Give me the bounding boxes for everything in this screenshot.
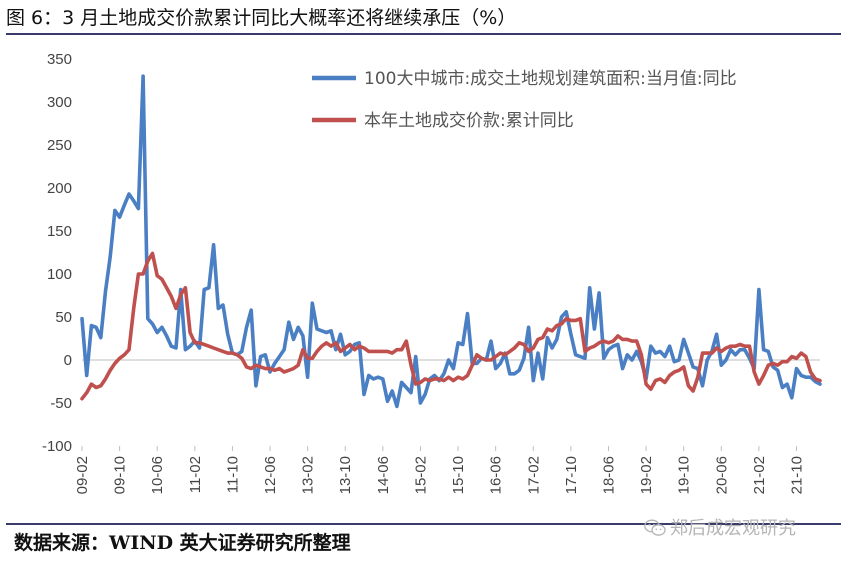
x-tick-label: 21-02 [751, 456, 768, 494]
bottom-divider [6, 523, 841, 525]
y-tick-label: 100 [47, 266, 72, 283]
line-chart: -100 -50 0 50 100 150 200 250 300 350 09-02 09-10 10… [42, 51, 822, 494]
x-tick-label: 10-06 [149, 456, 166, 494]
x-tick-label: 18-06 [600, 456, 617, 494]
x-tick-label: 09-02 [74, 456, 91, 494]
x-tick-label: 14-06 [375, 456, 392, 494]
y-tick-label: 250 [47, 137, 72, 154]
x-tick-label: 11-02 [187, 456, 204, 493]
legend-label-1: 100大中城市:成交土地规划建筑面积:当月值:同比 [364, 69, 737, 89]
y-tick-label: -100 [42, 438, 72, 455]
data-source-note: 数据来源：WIND 英大证券研究所整理 [14, 532, 351, 554]
top-divider [6, 33, 841, 35]
series-line-2 [80, 251, 822, 401]
x-tick-label: 15-02 [412, 456, 429, 494]
x-tick-label: 17-10 [563, 456, 580, 494]
wechat-icon [644, 519, 666, 536]
x-tick-label: 09-10 [112, 456, 129, 494]
y-tick-label: 150 [47, 223, 72, 240]
y-tick-label: 350 [47, 51, 72, 68]
chart-figure-title: 图 6：3 月土地成交价款累计同比大概率还将继续承压（%） [6, 7, 517, 29]
x-tick-label: 19-10 [676, 456, 693, 494]
y-tick-label: 0 [64, 352, 72, 369]
x-tick-label: 17-02 [525, 456, 542, 494]
watermark-text: 郑后成宏观研究 [670, 518, 796, 539]
y-tick-label: 300 [47, 94, 72, 111]
x-tick-label: 12-06 [262, 456, 279, 494]
x-tick-label: 20-06 [713, 456, 730, 494]
x-tick-label: 13-02 [300, 456, 317, 494]
x-tick-label: 19-02 [638, 456, 655, 494]
x-tick-label: 11-10 [224, 456, 241, 493]
y-tick-label: 50 [55, 309, 72, 326]
watermark: 郑后成宏观研究 [644, 514, 796, 540]
x-tick-label: 16-06 [488, 456, 505, 494]
y-tick-label: -50 [50, 395, 72, 412]
x-tick-label: 21-10 [788, 456, 805, 494]
y-tick-label: 200 [47, 180, 72, 197]
series-line-1 [80, 74, 822, 409]
legend-label-2: 本年土地成交价款:累计同比 [364, 111, 574, 131]
x-tick-label: 13-10 [337, 456, 354, 494]
x-tick-label: 15-10 [450, 456, 467, 494]
